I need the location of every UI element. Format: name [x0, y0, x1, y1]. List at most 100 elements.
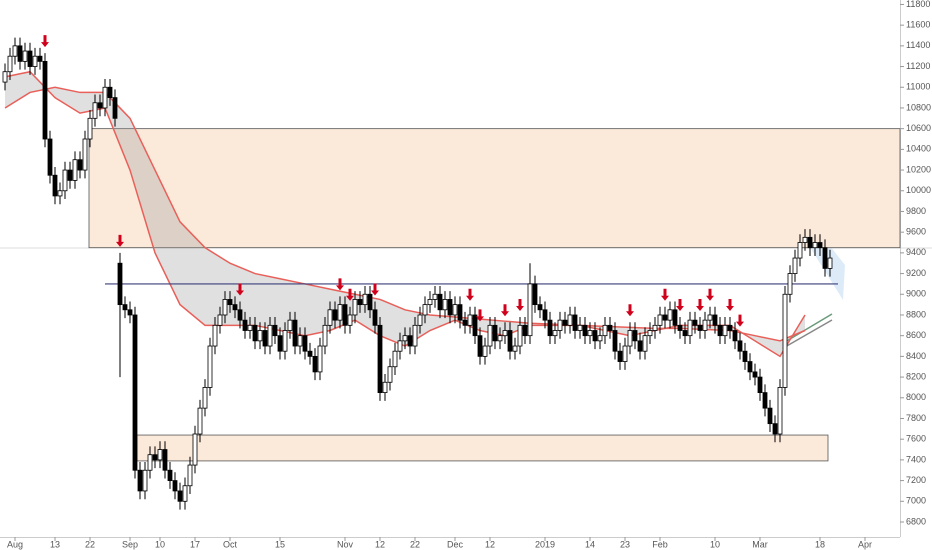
candle-body [317, 345, 323, 373]
candle-body [592, 330, 598, 342]
candle-body [612, 330, 618, 352]
y-tick-label: 10400 [906, 144, 931, 154]
candle-body [72, 159, 78, 181]
candle-body [367, 293, 373, 311]
signal-arrow [236, 283, 244, 296]
y-tick-label: 10600 [906, 123, 931, 133]
candle-body [492, 324, 498, 342]
candle-body [707, 314, 713, 321]
candle-body [57, 190, 63, 197]
candle-body [147, 454, 153, 471]
candle-body [437, 293, 443, 311]
candle-body [772, 423, 778, 435]
candle-body [577, 324, 583, 331]
candle-body [152, 454, 158, 461]
y-tick-label: 7600 [906, 434, 926, 444]
y-tick-label: 9000 [906, 289, 926, 299]
x-tick-label: Mar [752, 539, 768, 549]
candle-body [762, 392, 768, 409]
y-tick-label: 9400 [906, 247, 926, 257]
candle-body [557, 319, 563, 331]
candle-body [512, 345, 518, 352]
zone [88, 128, 901, 249]
signal-arrow [346, 288, 354, 301]
candle-body [697, 324, 703, 331]
candle-body [802, 236, 808, 243]
candle-body [257, 330, 263, 342]
candle-body [482, 345, 488, 357]
candle-body [667, 309, 673, 321]
candle-body [327, 309, 333, 326]
x-tick-label: Sep [122, 539, 138, 549]
signal-arrow [466, 288, 474, 301]
x-tick-label: 2019 [535, 539, 555, 549]
candle-body [157, 449, 163, 461]
candle-body [797, 242, 803, 259]
candle-body [252, 324, 258, 342]
signal-arrow [726, 299, 734, 312]
y-tick-label: 10800 [906, 102, 931, 112]
candle-body [177, 490, 183, 502]
candle-body [312, 355, 318, 373]
candle-body [197, 407, 203, 435]
candle-body [162, 449, 168, 471]
y-tick-label: 8000 [906, 392, 926, 402]
candle-body [297, 335, 303, 347]
y-tick-label: 9200 [906, 268, 926, 278]
candle-body [32, 55, 38, 67]
y-tick-label: 8400 [906, 351, 926, 361]
x-tick-label: 14 [585, 539, 595, 549]
y-tick-label: 7200 [906, 475, 926, 485]
candle-body [607, 324, 613, 331]
candle-body [422, 304, 428, 316]
y-tick-label: 9800 [906, 206, 926, 216]
candle-body [632, 330, 638, 342]
candle-body [647, 330, 653, 337]
candle-body [87, 117, 93, 140]
x-tick-label: 22 [85, 539, 95, 549]
candle-body [792, 257, 798, 274]
x-tick-label: 23 [620, 539, 630, 549]
candle-body [227, 299, 233, 306]
candle-body [222, 299, 228, 316]
candle-body [397, 340, 403, 352]
candle-body [187, 464, 193, 487]
candle-body [477, 335, 483, 357]
x-tick-label: 12 [375, 539, 385, 549]
candle-body [277, 335, 283, 352]
y-tick-label: 11200 [906, 61, 930, 71]
projection-line [784, 313, 833, 343]
candle-body [827, 257, 833, 269]
candle-body [822, 247, 828, 269]
candle-body [582, 324, 588, 337]
candle-body [362, 293, 368, 306]
candle-body [527, 283, 533, 337]
candle-body [687, 319, 693, 337]
candle-body [502, 330, 508, 337]
moving-average [4, 86, 806, 342]
candle-body [282, 330, 288, 352]
candle-body [692, 319, 698, 326]
candle-body [617, 350, 623, 362]
candle-body [442, 299, 448, 311]
candle-body [302, 335, 308, 352]
x-tick-label: 12 [485, 539, 495, 549]
candle-body [562, 319, 568, 326]
candle-body [407, 335, 413, 347]
y-tick-label: 6800 [906, 516, 926, 526]
y-tick-label: 10000 [906, 185, 931, 195]
candle-body [457, 304, 463, 321]
x-tick-label: Dec [447, 539, 464, 549]
x-tick-label: 15 [275, 539, 285, 549]
candle-body [542, 309, 548, 321]
x-tick-label: Feb [652, 539, 668, 549]
candle-body [97, 102, 103, 109]
candle-body [682, 330, 688, 337]
y-tick-label: 11600 [906, 20, 930, 30]
x-tick-label: Aug [7, 539, 23, 549]
candle-body [742, 350, 748, 362]
candle-body [357, 299, 363, 306]
y-tick-label: 11000 [906, 82, 930, 92]
